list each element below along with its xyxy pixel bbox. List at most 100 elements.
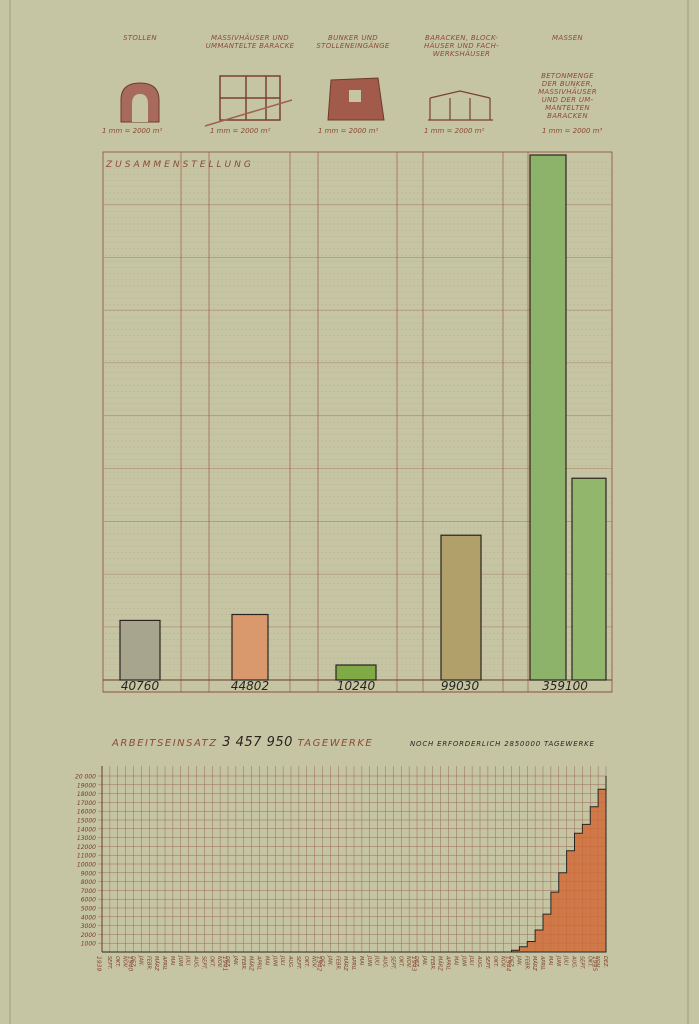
labor-x-tick-label: JUNI [460,955,466,967]
column-header-massivhaeuser: MASSIVHÄUSER UND UMMANTELTE BARACKE [205,34,295,50]
labor-x-tick-label: AUG. [571,955,577,969]
labor-x-tick-label: AUG. [193,955,199,969]
labor-x-tick-label: NOV. [594,956,600,968]
bar-value-label-bunker: 10240 [336,679,376,693]
scale-note-stollen: 1 mm = 2000 m² [102,127,163,135]
labor-x-tick-label: JAN. [326,955,332,966]
column-header-massen: MASSEN [552,34,583,42]
labor-x-tick-label: FEBR. [145,956,151,971]
labor-x-tick-label: DEZ. [602,956,608,968]
labor-x-tick-label: MÄRZ [531,956,538,971]
labor-year-label: 1939 [95,956,102,971]
labor-x-tick-label: DEZ. [508,956,514,968]
labor-x-tick-label: AUG. [382,955,388,969]
bar-value-label-baracken: 99030 [440,679,480,693]
labor-x-tick-label: DEZ. [319,956,325,968]
labor-x-tick-label: MÄRZ [153,956,160,971]
scale-note-massivhaeuser: 1 mm = 2000 m² [210,127,271,135]
labor-total-unit: TAGEWERKE [297,738,374,749]
labor-x-tick-label: JULI [374,955,380,966]
labor-x-tick-label: APRIL [350,955,356,970]
labor-x-tick-label: NOV. [500,956,506,968]
labor-y-tick-label: 11000 [77,853,96,860]
labor-remaining-note: NOCH ERFORDERLICH 2850000 TAGEWERKE [410,740,595,748]
labor-x-tick-label: MAI [263,956,269,966]
labor-y-tick-label: 17000 [77,800,96,807]
labor-year-label: 1941 [221,956,228,971]
bar-value-label-stollen: 40760 [120,679,160,693]
labor-title-text: ARBEITSEINSATZ [112,738,218,749]
scale-note-bunker: 1 mm = 2000 m² [318,127,379,135]
bar-massivhaeuser [231,613,269,681]
labor-y-tick-label: 18000 [77,791,96,798]
labor-x-tick-label: JAN. [137,955,143,966]
labor-x-tick-label: AUG. [287,955,293,969]
labor-x-tick-label: JULI [468,955,474,966]
labor-x-tick-label: FEBR. [240,956,246,971]
labor-step-area [102,776,607,953]
labor-x-tick-label: MAI [358,956,364,966]
labor-y-tick-label: 10000 [77,862,96,869]
labor-x-tick-label: FEBR. [429,956,435,971]
column-header-stollen: STOLLEN [123,34,157,42]
labor-x-tick-label: OKT. [586,956,592,967]
summary-chart-grid [102,151,613,693]
labor-x-tick-label: NOV. [311,956,317,968]
labor-y-tick-label: 8000 [81,879,96,886]
barracks-roof [429,90,491,99]
labor-chart-title: ARBEITSEINSATZ 3 457 950 TAGEWERKE [112,735,373,750]
barracks-icon [428,90,493,121]
bar-betonmenge [571,477,607,681]
labor-x-tick-label: JAN. [232,955,238,966]
labor-x-tick-label: OKT. [397,956,403,967]
bar-stollen [119,619,161,681]
column-header-baracken: BARACKEN, BLOCK- HÄUSER UND FACH- WERKSH… [424,34,499,58]
column-header-bunker: BUNKER UND STOLLENEINGÄNGE [316,34,390,50]
bar-bunker [335,664,377,681]
labor-x-tick-label: JUNI [555,955,561,967]
labor-x-tick-label: MÄRZ [437,956,444,971]
labor-y-tick-label: 1000 [81,941,96,948]
labor-x-tick-label: APRIL [445,955,451,970]
labor-y-tick-label: 14000 [77,826,96,833]
labor-x-tick-label: MAI [452,956,458,966]
labor-x-tick-label: JUNI [366,955,372,967]
labor-x-tick-label: OKT. [208,956,214,967]
summary-chart-title: ZUSAMMENSTELLUNG [106,160,254,170]
labor-y-tick-label: 5000 [81,906,96,913]
labor-year-label: 1945 [591,956,598,971]
labor-y-tick-label: 20 000 [75,774,96,781]
labor-x-tick-label: JULI [185,955,191,966]
labor-x-tick-label: OKT. [114,956,120,967]
labor-x-tick-label: APRIL [161,955,167,970]
labor-x-tick-label: JUNI [271,955,277,967]
labor-x-tick-label: MÄRZ [342,956,349,971]
labor-x-tick-label: DEZ. [224,956,230,968]
labor-x-tick-label: DEZ. [130,956,136,968]
frame-ground-line [204,99,293,127]
labor-total-value: 3 457 950 [222,735,293,750]
labor-x-tick-label: MAI [547,956,553,966]
labor-x-tick-label: JUNI [177,955,183,967]
labor-x-tick-label: FEBR. [334,956,340,971]
labor-y-tick-label: 7000 [81,888,96,895]
labor-x-tick-label: SEPT. [389,956,395,969]
scale-note-massen: 1 mm = 2000 m³ [542,127,603,135]
labor-x-tick-label: NOV. [122,956,128,968]
labor-y-tick-label: 3000 [81,923,96,930]
labor-y-tick-label: 6000 [81,897,96,904]
labor-y-tick-label: 2000 [81,932,96,939]
labor-year-label: 1940 [127,956,134,971]
labor-x-tick-label: DEZ. [413,956,419,968]
labor-x-tick-label: MÄRZ [248,956,255,971]
labor-y-tick-label: 19000 [77,782,96,789]
labor-x-tick-label: NOV. [405,956,411,968]
labor-x-tick-label: JAN. [421,955,427,966]
labor-x-tick-label: SEPT. [106,956,112,969]
labor-x-tick-label: FEBR. [523,956,529,971]
labor-x-tick-label: OKT. [303,956,309,967]
labor-x-tick-label: SEPT. [200,956,206,969]
